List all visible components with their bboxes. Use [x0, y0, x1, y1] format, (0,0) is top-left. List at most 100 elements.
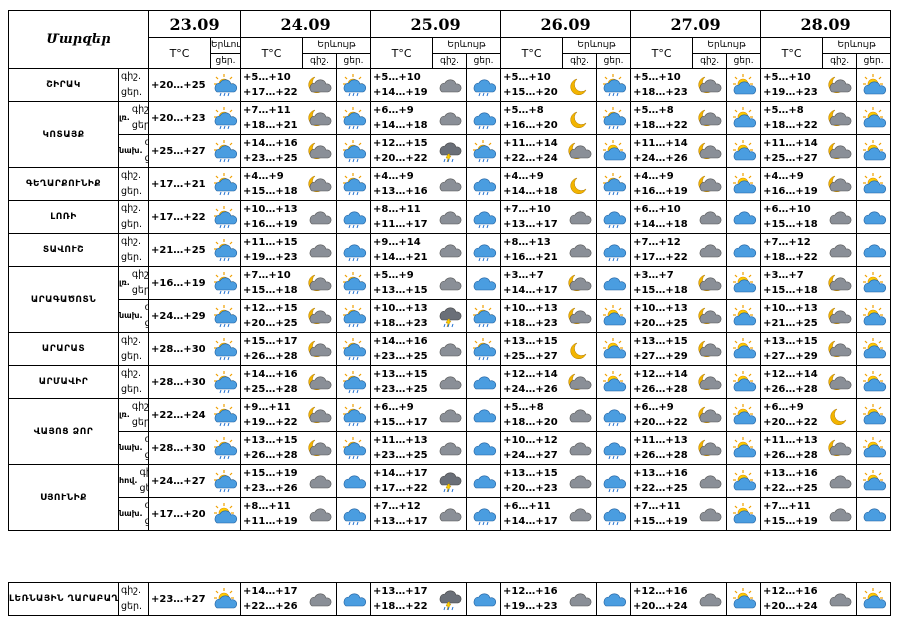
- cloud-blue-icon: [466, 431, 502, 465]
- temp-cell: +7…+10 +13…+17: [500, 200, 563, 234]
- day-temp: +14…+19: [373, 87, 428, 98]
- temp-cell: +3…+7 +15…+18: [760, 266, 823, 300]
- sun-cloud-rain-icon: [336, 167, 372, 201]
- temp-cell: +6…+9 +14…+18: [370, 101, 433, 135]
- temp-header: T°C: [500, 37, 564, 69]
- moon-icon: [822, 398, 858, 432]
- sun-cloud-rain-icon: [336, 398, 372, 432]
- forecast-table: Մարզեր 23.09 24.09 25.09 26.09 27.09 28.09 T°C Ե…: [7, 10, 892, 531]
- day-temp: +17…+22: [633, 252, 688, 263]
- day-temp: +20…+22: [633, 417, 688, 428]
- cloud-rain-icon: [466, 167, 502, 201]
- sun-cloud-icon: [726, 398, 762, 432]
- sun-cloud-icon: [726, 464, 762, 498]
- night-label: գիշ.: [131, 401, 149, 412]
- sun-cloud-icon: [726, 582, 761, 616]
- temp-cell: +12…+16 +19…+23: [500, 582, 563, 616]
- night-label: գիշ.: [139, 467, 148, 478]
- temp-cell: +28…+30: [148, 332, 211, 366]
- sun-cloud-rain-icon: [210, 266, 242, 300]
- sun-cloud-icon: [596, 299, 632, 333]
- temp-cell: +14…+17 +22…+26: [240, 582, 303, 616]
- day-label: ցեր.: [121, 252, 143, 263]
- day-temp: +22…+25: [633, 483, 688, 494]
- day-temp: +26…+28: [763, 450, 818, 461]
- sun-cloud-rain-icon: [466, 299, 502, 333]
- subregion-text: նախ.: [119, 146, 143, 155]
- night-temp: +6…+9: [373, 402, 414, 413]
- cloud-dark-icon: [822, 582, 857, 616]
- region-name: ՍՅՈՒՆԻՔ: [8, 464, 119, 531]
- temp-cell: +5…+8 +16…+20: [500, 101, 563, 135]
- night-temp: +15…+17: [243, 336, 298, 347]
- night-temp: +7…+11: [633, 501, 681, 512]
- day-temp: +22…+26: [243, 601, 298, 612]
- sun-cloud-rain-icon: [210, 398, 242, 432]
- cloud-dark-icon: [302, 200, 338, 234]
- night-temp: +5…+9: [373, 270, 414, 281]
- day-temp: +18…+22: [763, 252, 818, 263]
- sun-cloud-icon: [856, 101, 892, 135]
- sun-cloud-icon: [210, 582, 241, 616]
- subregion-text: հով.: [119, 476, 138, 485]
- region-name: ԱՐԱԳԱԾՈՏՆ: [8, 266, 119, 333]
- date-header: 23.09: [148, 10, 242, 38]
- cloud-dark-icon: [432, 266, 468, 300]
- cloud-blue-icon: [466, 266, 502, 300]
- night-temp: +4…+9: [763, 171, 804, 182]
- night-temp: +7…+12: [373, 501, 421, 512]
- cloud-rain-icon: [336, 200, 372, 234]
- sun-cloud-rain-icon: [210, 431, 242, 465]
- moon-icon: [562, 101, 598, 135]
- temp-cell: +10…+13 +18…+23: [370, 299, 433, 333]
- subregion-text: նախ.: [119, 443, 143, 452]
- sun-cloud-rain-icon: [336, 299, 372, 333]
- moon-cloud-icon: [692, 134, 728, 168]
- day-temp: +25…+27: [763, 153, 818, 164]
- temp-cell: +28…+30: [148, 431, 211, 465]
- temp-cell: +7…+11 +18…+21: [240, 101, 303, 135]
- sun-cloud-rain-icon: [210, 101, 242, 135]
- day-temp: +22…+25: [763, 483, 818, 494]
- day-temp: +24…+26: [633, 153, 688, 164]
- moon-cloud-icon: [692, 68, 728, 102]
- cloud-dark-icon: [692, 233, 728, 267]
- temp-cell: +5…+10 +18…+23: [630, 68, 693, 102]
- temp-cell: +5…+10 +14…+19: [370, 68, 433, 102]
- temp-cell: +7…+11 +15…+19: [760, 497, 823, 531]
- sun-cloud-rain-icon: [466, 332, 502, 366]
- day-temp: +22…+24: [503, 153, 558, 164]
- daynight-labels: գիշ. ցեր.: [117, 365, 149, 399]
- night-temp: +10…+13: [243, 204, 298, 215]
- sun-cloud-icon: [596, 332, 632, 366]
- header-row-dates: Մարզեր 23.09 24.09 25.09 26.09 27.09 28.09: [7, 10, 892, 69]
- table-row: նախ.գիշ.ցեր.+17…+20 +8…+11 +11…+19 +7…+12 +1…: [9, 497, 892, 531]
- cloud-blue-icon: [856, 497, 892, 531]
- night-header: գիշ.: [302, 52, 338, 69]
- sun-cloud-icon: [726, 332, 762, 366]
- region-name: ՎԱՅՈՑ ՁՈՐ: [8, 398, 119, 465]
- night-label: գիշ.: [121, 236, 142, 247]
- moon-icon: [562, 167, 598, 201]
- day-temp: +14…+21: [373, 252, 428, 263]
- temp-cell: +5…+9 +13…+15: [370, 266, 433, 300]
- region-name: ՏԱՎՈՒՇ: [8, 233, 119, 267]
- cloud-dark-icon: [692, 464, 728, 498]
- day-temp: +15…+18: [243, 285, 298, 296]
- cloud-dark-icon: [432, 101, 468, 135]
- cloud-rain-icon: [466, 101, 502, 135]
- night-temp: +8…+11: [243, 501, 291, 512]
- temp-cell: +7…+12 +13…+17: [370, 497, 433, 531]
- temp-cell: +5…+10 +15…+20: [500, 68, 563, 102]
- cloud-thunder-icon: [432, 464, 468, 498]
- night-temp: +8…+13: [503, 237, 551, 248]
- moon-cloud-icon: [302, 167, 338, 201]
- phenomenon-header: Երևույթ: [302, 37, 372, 54]
- cloud-dark-icon: [432, 431, 468, 465]
- day-header: ցեր.: [336, 52, 372, 69]
- cloud-blue-icon: [466, 582, 501, 616]
- subregion-text: նախ.: [119, 509, 143, 518]
- day-temp: +14…+17: [503, 285, 558, 296]
- night-temp: +10…+13: [633, 303, 688, 314]
- temp-cell: +4…+9 +16…+19: [630, 167, 693, 201]
